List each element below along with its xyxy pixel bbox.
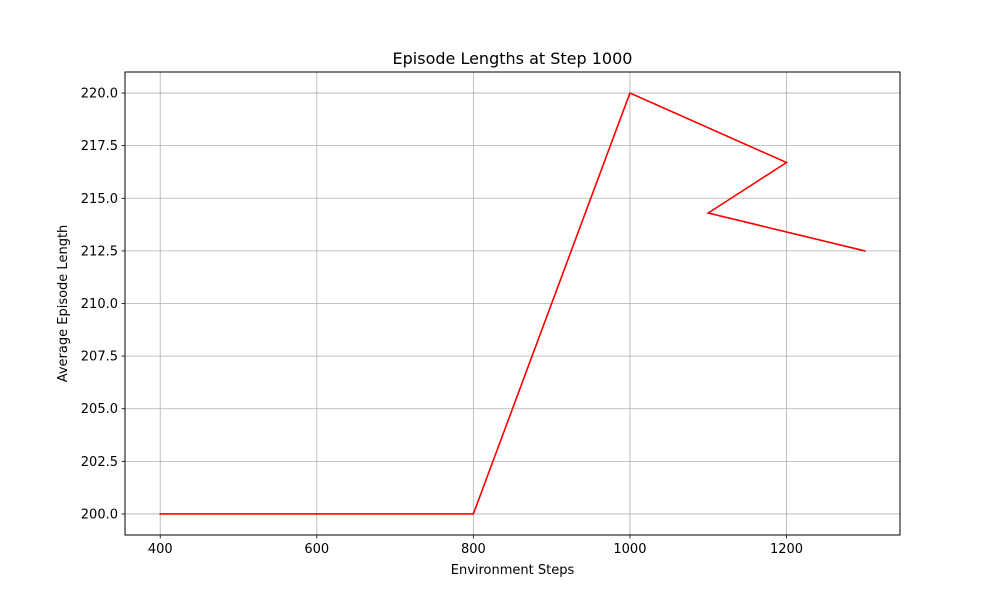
y-tick-label: 207.5: [81, 350, 118, 365]
axis-ticks: 400 600 800 1000 1200 200.0 202.5 205.0 207.5 210…: [81, 87, 803, 557]
x-tick-label: 400: [148, 542, 173, 557]
y-tick-label: 200.0: [81, 507, 118, 522]
x-tick-label: 1000: [613, 542, 646, 557]
x-axis-label: Environment Steps: [451, 563, 575, 578]
x-tick-label: 800: [461, 542, 486, 557]
series-layer: [159, 91, 866, 515]
x-tick-label: 600: [304, 542, 329, 557]
x-tick-label: 1200: [770, 542, 803, 557]
y-tick-label: 220.0: [81, 87, 118, 102]
y-axis-label: Average Episode Length: [56, 225, 71, 383]
y-tick-label: 202.5: [81, 455, 118, 470]
y-tick-label: 210.0: [81, 297, 118, 312]
chart-title: Episode Lengths at Step 1000: [393, 49, 633, 68]
y-tick-label: 212.5: [81, 244, 118, 259]
series-line-0: [159, 91, 866, 515]
y-tick-label: 205.0: [81, 402, 118, 417]
y-tick-label: 215.0: [81, 192, 118, 207]
y-tick-label: 217.5: [81, 139, 118, 154]
